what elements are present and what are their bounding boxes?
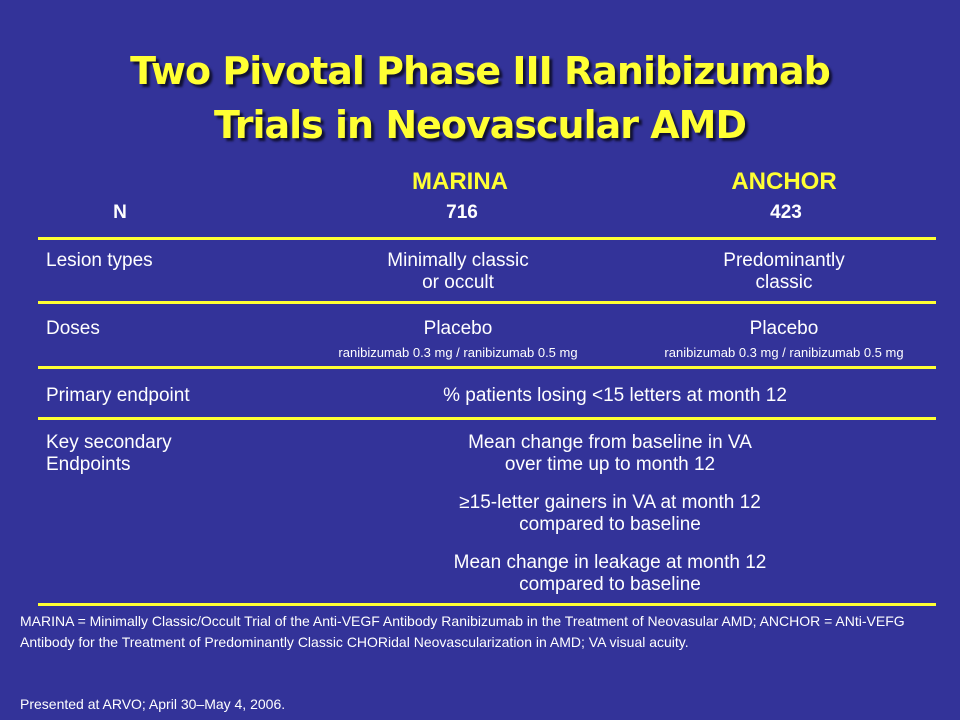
divider-rule	[38, 237, 936, 240]
lesion-types-label: Lesion types	[46, 250, 153, 271]
divider-rule	[38, 603, 936, 606]
secondary-label-line-1: Key secondary	[46, 432, 172, 453]
column-header-marina: MARINA	[412, 168, 508, 195]
lesion-marina-line-2: or occult	[422, 272, 494, 293]
secondary-endpoint-1: Mean change from baseline in VA over tim…	[420, 432, 800, 476]
primary-endpoint-label: Primary endpoint	[46, 385, 190, 406]
doses-marina-sub: ranibizumab 0.3 mg / ranibizumab 0.5 mg	[338, 345, 578, 360]
secondary-1-line-2: over time up to month 12	[504, 454, 716, 475]
secondary-endpoint-2: ≥15-letter gainers in VA at month 12 com…	[420, 492, 800, 536]
divider-rule	[38, 301, 936, 304]
doses-anchor-main: Placebo	[749, 318, 819, 339]
title-line-1: Two Pivotal Phase III Ranibizumab	[130, 49, 831, 93]
secondary-label-line-2: Endpoints	[46, 454, 131, 475]
n-marina: 716	[446, 202, 478, 223]
footnote-abbreviations: MARINA = Minimally Classic/Occult Trial …	[20, 613, 905, 650]
n-anchor: 423	[770, 202, 802, 223]
lesion-anchor-line-2: classic	[755, 272, 813, 293]
secondary-endpoint-3: Mean change in leakage at month 12 compa…	[420, 552, 800, 596]
slide-title: Two Pivotal Phase III Ranibizumab Trials…	[0, 44, 960, 152]
doses-anchor-sub: ranibizumab 0.3 mg / ranibizumab 0.5 mg	[664, 345, 904, 360]
lesion-marina-line-1: Minimally classic	[387, 250, 529, 271]
secondary-1-line-1: Mean change from baseline in VA	[468, 432, 752, 453]
doses-label: Doses	[46, 318, 100, 339]
n-label: N	[113, 202, 127, 223]
footnote-presented: Presented at ARVO; April 30–May 4, 2006.	[20, 696, 286, 712]
title-line-2: Trials in Neovascular AMD	[213, 103, 747, 147]
lesion-types-anchor: Predominantly classic	[664, 250, 904, 294]
divider-rule	[38, 417, 936, 420]
secondary-3-line-2: compared to baseline	[519, 574, 701, 595]
primary-endpoint-value: % patients losing <15 letters at month 1…	[443, 385, 787, 406]
divider-rule	[38, 366, 936, 369]
column-header-anchor: ANCHOR	[731, 168, 837, 195]
secondary-endpoints-label: Key secondary Endpoints	[46, 432, 172, 476]
secondary-3-line-1: Mean change in leakage at month 12	[453, 552, 767, 573]
lesion-anchor-line-1: Predominantly	[723, 250, 845, 271]
lesion-types-marina: Minimally classic or occult	[338, 250, 578, 294]
doses-marina-main: Placebo	[423, 318, 493, 339]
secondary-2-line-2: compared to baseline	[519, 514, 701, 535]
secondary-2-line-1: ≥15-letter gainers in VA at month 12	[459, 492, 761, 513]
